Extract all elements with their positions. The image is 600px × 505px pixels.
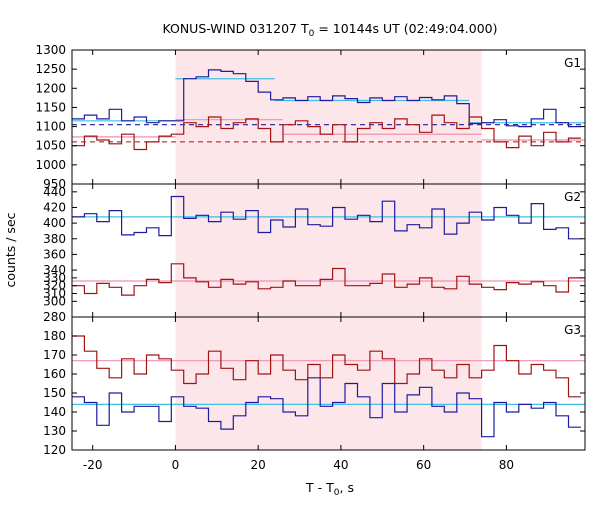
panel-label: G1: [564, 56, 581, 70]
y-tick-label: 1050: [35, 139, 66, 153]
y-tick-label: 440: [43, 185, 66, 199]
x-tick-label: 40: [333, 458, 348, 472]
y-tick-label: 280: [43, 310, 66, 324]
panel-g3: 120 130 140 150 160 170 180 G3: [43, 316, 586, 457]
y-tick-label: 360: [43, 247, 66, 261]
x-tick-label: 80: [499, 458, 514, 472]
y-tick-label: 320: [43, 279, 66, 293]
y-tick-label: 1300: [35, 43, 66, 57]
series-red-step-line: [72, 335, 581, 398]
series-red-step-line: [72, 263, 581, 296]
y-tick-label: 310: [43, 287, 66, 301]
y-tick-label: 340: [43, 263, 66, 277]
series-blue-step-line: [72, 377, 581, 438]
y-tick-label: 330: [43, 271, 66, 285]
x-axis-label-suffix: , s: [340, 480, 354, 495]
y-tick-label: 400: [43, 216, 66, 230]
y-tick-label: 130: [43, 424, 66, 438]
x-tick-label: 20: [251, 458, 266, 472]
panel-label: G2: [564, 190, 581, 204]
series-blue-step-line: [72, 195, 581, 240]
y-tick-label: 1000: [35, 158, 66, 172]
y-tick-label: 1150: [35, 100, 66, 114]
y-tick-label: 180: [43, 329, 66, 343]
y-tick-label: 140: [43, 405, 66, 419]
chart-title-subscript: 0: [309, 29, 315, 39]
y-tick-label: 120: [43, 443, 66, 457]
y-tick-label: 160: [43, 367, 66, 381]
y-tick-label: 380: [43, 232, 66, 246]
x-axis-label-subscript: 0: [334, 488, 340, 498]
x-axis-label: T - T0, s: [305, 480, 354, 498]
panel-frame: [71, 316, 586, 451]
x-tick-label: 0: [172, 458, 180, 472]
chart-title-prefix: KONUS-WIND 031207 T: [162, 21, 308, 36]
x-axis-label-prefix: T - T: [305, 480, 334, 495]
chart-title-suffix: = 10144s UT (02:49:04.000): [314, 21, 497, 36]
y-tick-label: 420: [43, 200, 66, 214]
chart-title: KONUS-WIND 031207 T0 = 10144s UT (02:49:…: [162, 21, 497, 39]
x-tick-label: 60: [416, 458, 431, 472]
y-tick-label: 1200: [35, 81, 66, 95]
series-blue-step-line: [72, 69, 581, 128]
y-axis-label: counts / sec: [3, 212, 18, 287]
y-tick-label: 170: [43, 348, 66, 362]
y-tick-label: 1250: [35, 62, 66, 76]
y-tick-label: 1100: [35, 120, 66, 134]
y-tick-label: 950: [43, 177, 66, 191]
shaded-interval: [175, 50, 482, 450]
y-tick-label: 150: [43, 386, 66, 400]
y-tick-label: 300: [43, 294, 66, 308]
series-red-step-line: [72, 114, 581, 151]
x-tick-label: -20: [83, 458, 103, 472]
panel-label: G3: [564, 323, 581, 337]
